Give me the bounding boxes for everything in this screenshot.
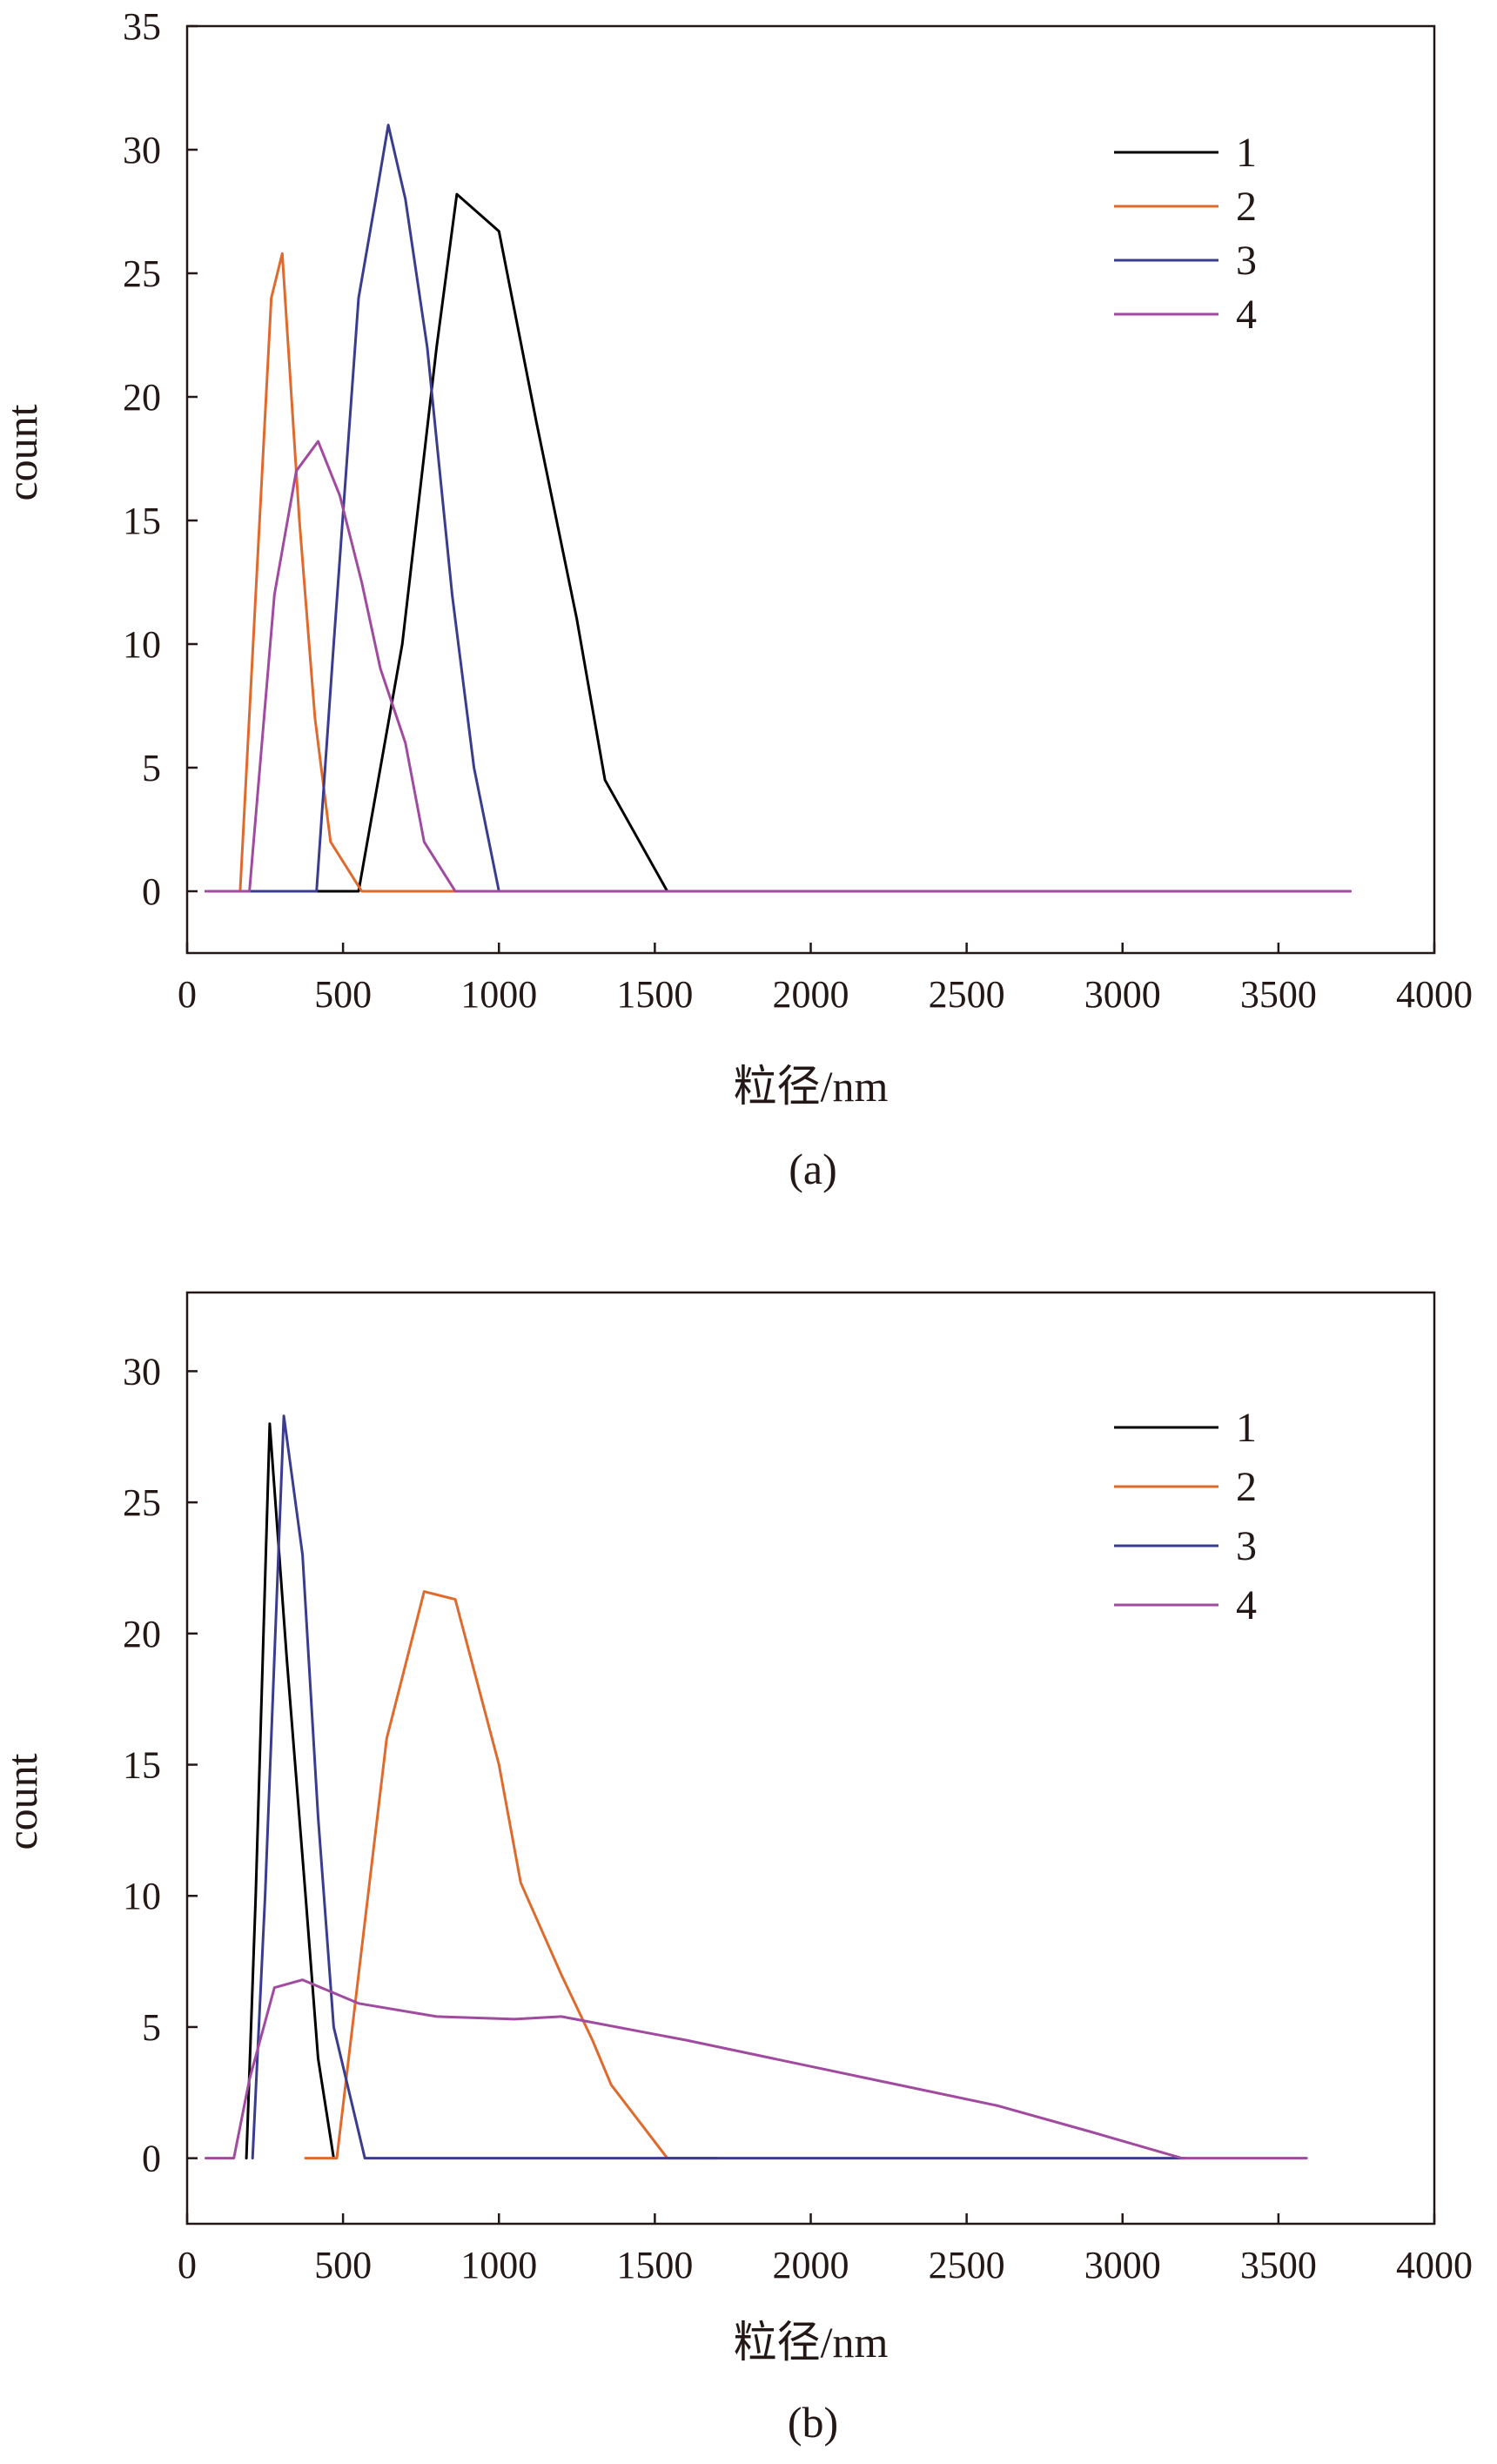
x-tick-label: 2000 — [773, 973, 849, 1016]
x-tick-label: 0 — [178, 973, 197, 1016]
y-tick-label: 15 — [123, 500, 161, 542]
y-tick-label: 0 — [142, 2138, 161, 2180]
x-tick-label: 4000 — [1396, 973, 1473, 1016]
y-tick-label: 35 — [123, 5, 161, 48]
legend-label-4: 4 — [1236, 1582, 1257, 1628]
x-tick-label: 3000 — [1084, 973, 1161, 1016]
series-line-3 — [251, 1414, 1186, 2160]
series-line-2 — [304, 1590, 719, 2160]
legend-label-3: 3 — [1236, 238, 1257, 284]
x-tick-label: 1500 — [616, 2244, 693, 2286]
y-tick-label: 0 — [142, 870, 161, 913]
legend-label-4: 4 — [1236, 292, 1257, 338]
y-axis-label: count — [0, 404, 46, 500]
y-tick-label: 15 — [123, 1744, 161, 1787]
x-tick-label: 500 — [314, 973, 372, 1016]
figure-caption: (b) — [788, 2398, 838, 2447]
x-tick-label: 1000 — [460, 973, 537, 1016]
series-line-4 — [205, 1978, 1308, 2160]
x-tick-label: 3000 — [1084, 2244, 1161, 2286]
legend-label-1: 1 — [1236, 130, 1257, 176]
legend-label-2: 2 — [1236, 1464, 1257, 1510]
figure-caption: (a) — [789, 1145, 837, 1193]
y-tick-label: 25 — [123, 1481, 161, 1524]
y-tick-label: 5 — [142, 2006, 161, 2049]
x-tick-label: 4000 — [1396, 2244, 1473, 2286]
y-tick-label: 10 — [123, 623, 161, 666]
legend-label-3: 3 — [1236, 1523, 1257, 1569]
chart-b: 0 500 1000 1500 2000 2500 3000 3500 4000 0 5 10 15 20… — [0, 1291, 1473, 2447]
x-tick-label: 2500 — [929, 2244, 1005, 2286]
y-tick-label: 25 — [123, 252, 161, 295]
legend-label-2: 2 — [1236, 184, 1257, 230]
y-tick-label: 20 — [123, 376, 161, 419]
series-line-4 — [205, 440, 1352, 893]
series-line-2 — [205, 252, 1352, 893]
chart-a: 0 500 1000 1500 2000 2500 3000 3500 4000 0 5 10 15 20… — [0, 5, 1473, 1193]
y-tick-label: 30 — [123, 1350, 161, 1393]
x-tick-label: 2500 — [929, 973, 1005, 1016]
legend-label-1: 1 — [1236, 1405, 1257, 1451]
x-axis-label: 粒径/nm — [734, 1062, 889, 1111]
y-tick-label: 5 — [142, 747, 161, 789]
x-tick-label: 3500 — [1240, 973, 1317, 1016]
x-axis-label: 粒径/nm — [734, 2318, 889, 2367]
series-line-1 — [245, 1422, 335, 2160]
series-line-3 — [205, 124, 1352, 893]
y-axis-label: count — [0, 1753, 46, 1850]
x-tick-label: 1500 — [616, 973, 693, 1016]
x-tick-label: 1000 — [460, 2244, 537, 2286]
series-line-1 — [205, 192, 1352, 893]
x-tick-label: 500 — [314, 2244, 372, 2286]
x-tick-label: 3500 — [1240, 2244, 1317, 2286]
x-tick-label: 2000 — [773, 2244, 849, 2286]
y-tick-label: 20 — [123, 1613, 161, 1655]
y-tick-label: 10 — [123, 1875, 161, 1917]
x-tick-label: 0 — [178, 2244, 197, 2286]
y-tick-label: 30 — [123, 129, 161, 171]
